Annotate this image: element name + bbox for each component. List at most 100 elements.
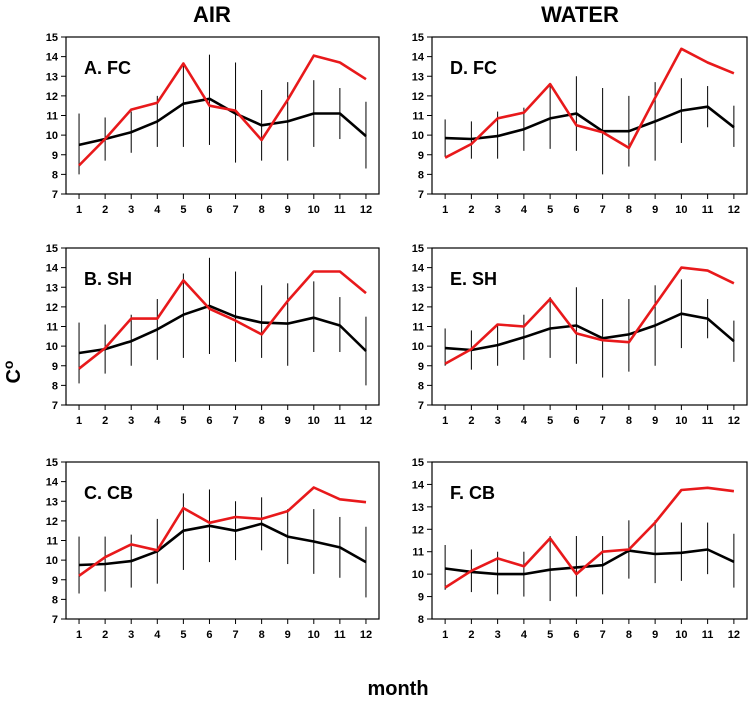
y-tick-label: 12 [412,524,424,536]
x-tick-label: 5 [180,415,186,427]
y-tick-label: 8 [418,380,424,392]
y-tick-label: 9 [52,150,58,162]
x-tick-label: 3 [495,415,501,427]
x-tick-label: 10 [675,629,687,641]
y-tick-label: 7 [418,400,424,412]
x-tick-label: 2 [468,415,474,427]
x-tick-label: 12 [360,629,372,641]
y-tick-label: 10 [46,341,58,353]
y-tick-label: 10 [46,555,58,567]
x-tick-label: 10 [675,415,687,427]
x-tick-label: 10 [308,629,320,641]
x-tick-label: 1 [442,415,448,427]
series-line-red [78,486,367,577]
x-tick-label: 8 [626,204,632,216]
x-tick-label: 8 [259,204,265,216]
y-tick-label: 8 [52,169,58,181]
series-line-black [445,105,735,141]
x-tick-label: 2 [468,629,474,641]
x-tick-label: 3 [495,629,501,641]
y-tick-label: 14 [46,263,59,275]
x-tick-label: 1 [76,204,82,216]
y-tick-label: 11 [46,322,58,334]
y-tick-label: 12 [46,302,58,314]
x-tick-label: 10 [308,415,320,427]
series-line-black [78,97,367,147]
x-tick-label: 11 [334,629,346,641]
y-tick-label: 7 [52,614,58,626]
y-tick-label: 14 [412,479,425,491]
y-tick-label: 15 [412,32,424,44]
x-tick-label: 6 [206,415,212,427]
y-tick-label: 11 [46,111,58,123]
x-tick-label: 12 [728,415,740,427]
x-tick-label: 8 [626,415,632,427]
y-tick-label: 14 [412,263,425,275]
series-line-black [78,304,367,355]
y-tick-label: 11 [46,536,58,548]
y-tick-label: 12 [46,91,58,103]
y-tick-label: 9 [52,575,58,587]
panel-label: E. SH [450,269,497,289]
x-tick-label: 12 [728,204,740,216]
y-tick-label: 10 [412,341,424,353]
x-tick-label: 9 [652,415,658,427]
y-tick-label: 9 [418,592,424,604]
x-tick-label: 6 [573,629,579,641]
y-tick-label: 8 [52,380,58,392]
x-tick-label: 2 [468,204,474,216]
series-line-black [444,548,735,576]
x-tick-label: 7 [600,204,606,216]
series-line-black [78,522,367,567]
y-tick-label: 8 [52,594,58,606]
y-tick-label: 12 [46,516,58,528]
series-line-red [444,266,735,365]
x-tick-label: 10 [308,204,320,216]
x-axis-label: month [367,678,428,700]
y-tick-label: 13 [412,502,424,514]
y-tick-label: 13 [412,71,424,83]
y-tick-label: 8 [418,614,424,626]
y-tick-label: 15 [412,243,424,255]
x-tick-label: 11 [702,629,714,641]
y-tick-label: 13 [412,282,424,294]
x-tick-label: 8 [259,415,265,427]
y-tick-label: 14 [46,477,59,489]
x-tick-label: 7 [600,415,606,427]
panel-label: B. SH [84,269,132,289]
panel-label: C. CB [84,483,133,503]
panel-label: D. FC [450,58,497,78]
y-tick-label: 14 [46,52,59,64]
x-tick-label: 8 [259,629,265,641]
x-tick-label: 4 [521,629,528,641]
y-tick-label: 11 [412,322,424,334]
y-tick-label: 13 [46,282,58,294]
x-tick-label: 2 [102,204,108,216]
y-tick-label: 7 [52,189,58,201]
x-tick-label: 5 [180,204,186,216]
column-title-air: AIR [193,2,231,27]
y-tick-label: 15 [46,457,58,469]
y-tick-label: 9 [52,361,58,373]
x-tick-label: 8 [626,629,632,641]
x-tick-label: 9 [285,415,291,427]
x-tick-label: 6 [573,415,579,427]
x-tick-label: 9 [652,629,658,641]
x-tick-label: 2 [102,415,108,427]
y-tick-label: 15 [412,457,424,469]
y-tick-label: 7 [52,400,58,412]
x-tick-label: 4 [521,415,528,427]
x-tick-label: 5 [180,629,186,641]
x-tick-label: 7 [600,629,606,641]
y-tick-label: 13 [46,496,58,508]
y-tick-label: 9 [418,361,424,373]
y-tick-label: 10 [46,130,58,142]
y-tick-label: 15 [46,32,58,44]
y-tick-label: 15 [46,243,58,255]
